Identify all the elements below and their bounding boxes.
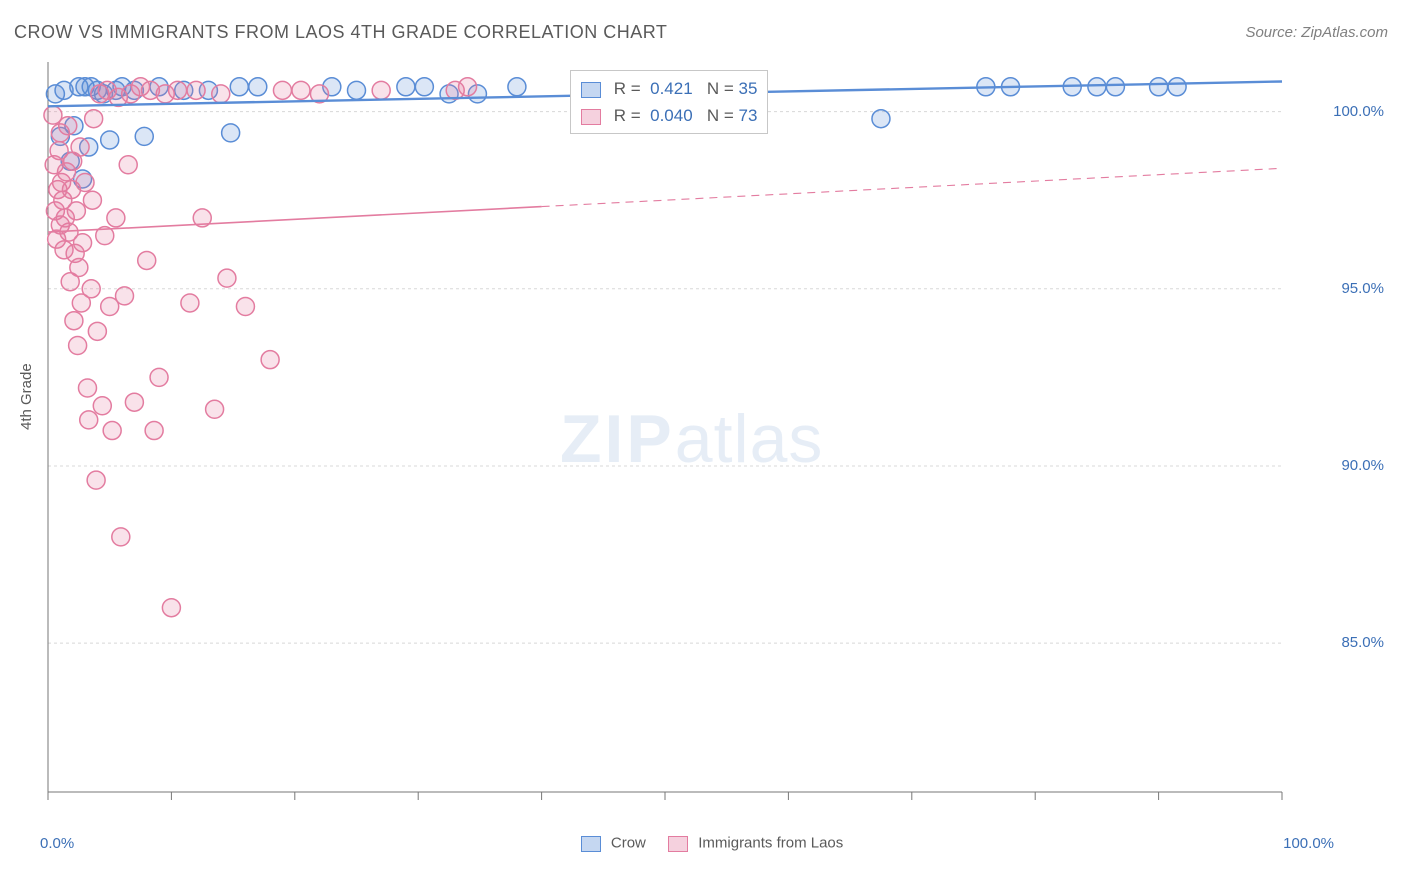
- y-tick-label: 100.0%: [1333, 103, 1384, 120]
- y-tick-label: 85.0%: [1341, 634, 1384, 651]
- y-tick-label: 95.0%: [1341, 280, 1384, 297]
- x-tick-max: 100.0%: [1283, 835, 1334, 852]
- stats-box: R = 0.421 N = 35 R = 0.040 N = 73: [570, 70, 768, 134]
- laos-swatch-icon: [581, 109, 601, 125]
- crow-swatch-icon: [581, 82, 601, 98]
- x-tick-min: 0.0%: [40, 835, 74, 852]
- legend: Crow Immigrants from Laos: [0, 834, 1406, 852]
- legend-label-crow: Crow: [611, 835, 646, 852]
- stats-row-crow: R = 0.421 N = 35: [581, 75, 757, 102]
- legend-swatch-laos-icon: [668, 836, 688, 852]
- legend-swatch-crow-icon: [581, 836, 601, 852]
- y-tick-label: 90.0%: [1341, 457, 1384, 474]
- stats-row-laos: R = 0.040 N = 73: [581, 102, 757, 129]
- legend-label-laos: Immigrants from Laos: [698, 835, 843, 852]
